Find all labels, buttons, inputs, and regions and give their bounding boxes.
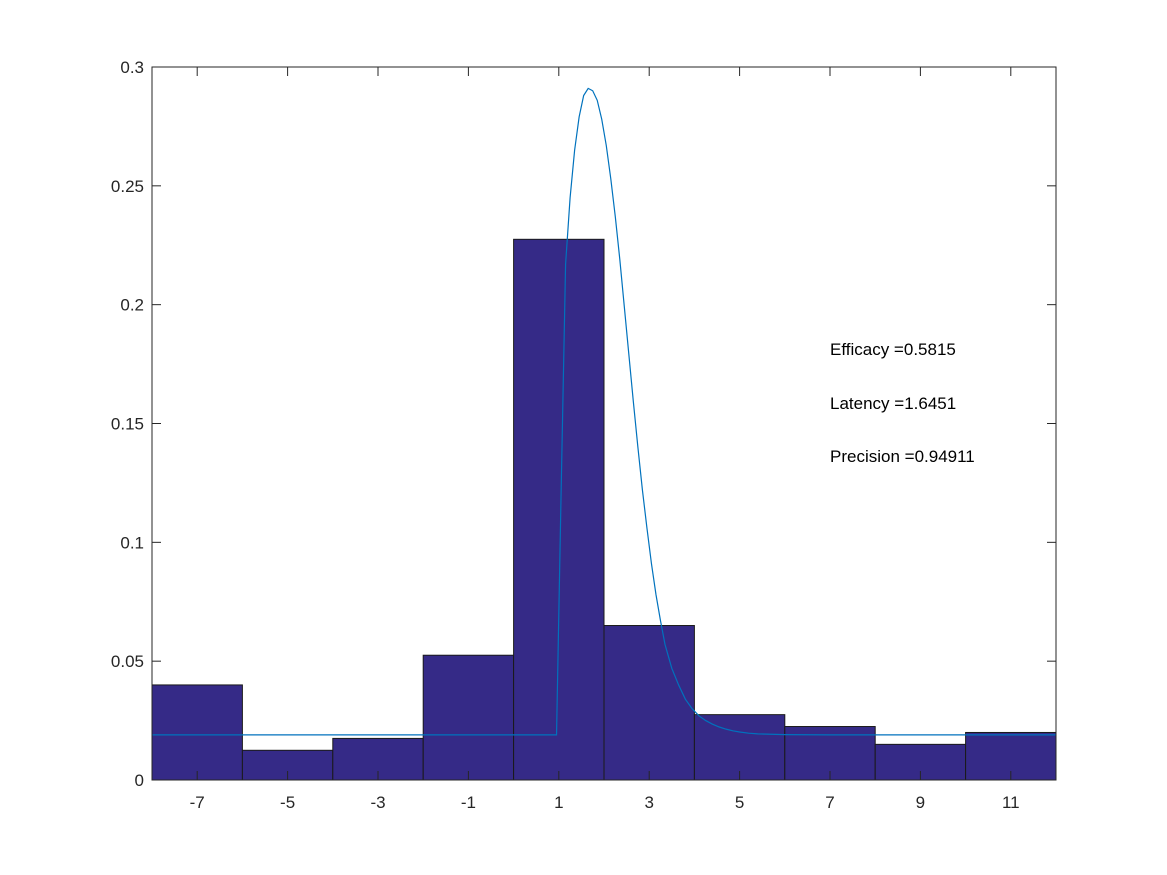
histogram-bar (422, 654, 515, 781)
annotation-efficacy: Efficacy =0.5815 (830, 340, 956, 359)
x-tick-label: 5 (735, 793, 744, 812)
x-tick-label: -3 (370, 793, 385, 812)
y-tick-label: 0.2 (120, 296, 144, 315)
x-tick-label: -7 (190, 793, 205, 812)
fit-curve-line (152, 87, 1056, 736)
x-tick-label: 9 (916, 793, 925, 812)
y-tick-label: 0.1 (120, 533, 144, 552)
annotation-precision: Precision =0.94911 (830, 447, 975, 466)
y-tick-label: 0.15 (111, 415, 144, 434)
x-tick-label: -5 (280, 793, 295, 812)
y-tick-label: 0.25 (111, 177, 144, 196)
histogram-bar (693, 714, 786, 781)
fit-curve-layer (152, 87, 1056, 736)
x-tick-label: -1 (461, 793, 476, 812)
histogram-bar (513, 238, 605, 781)
annotation-layer: Efficacy =0.5815 Latency =1.6451 Precisi… (830, 340, 975, 466)
x-tick-label: 3 (644, 793, 653, 812)
y-tick-label: 0.3 (120, 58, 144, 77)
y-tick-label: 0.05 (111, 652, 144, 671)
x-tick-label: 11 (1002, 793, 1020, 812)
ticks-layer: -7 -5 -3 -1 1 3 5 7 9 11 0 0.05 0.1 0.15 0.2 0.25 0.3 (111, 58, 1056, 812)
bars-layer (151, 238, 1057, 781)
x-tick-label: 1 (554, 793, 563, 812)
x-tick-label: 7 (825, 793, 834, 812)
histogram-bar (603, 625, 695, 781)
annotation-latency: Latency =1.6451 (830, 394, 956, 413)
y-tick-label: 0 (135, 771, 144, 790)
histogram-bar (151, 684, 243, 781)
